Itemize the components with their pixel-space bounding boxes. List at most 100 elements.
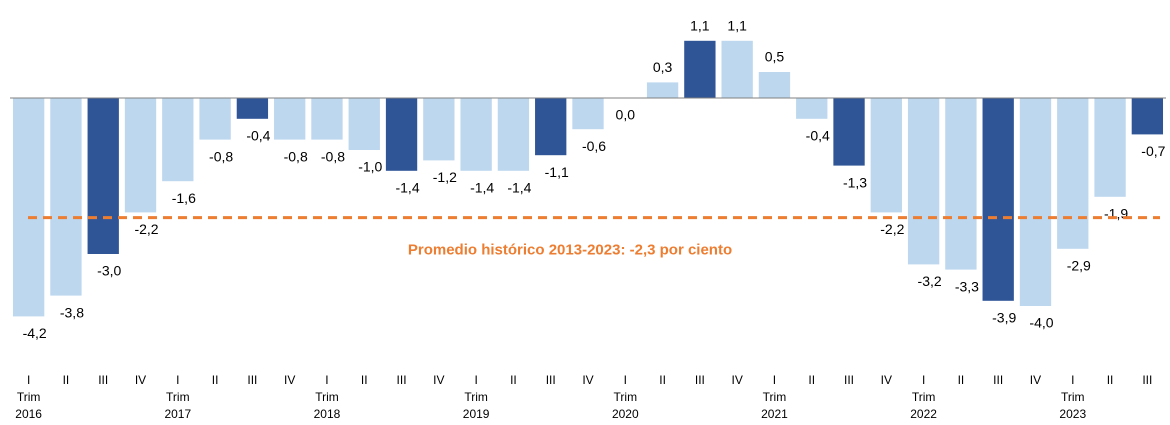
x-tick-label: I: [1071, 373, 1074, 387]
bar: [162, 98, 194, 182]
x-tick-label: I: [624, 373, 627, 387]
data-label: -0,4: [806, 128, 830, 144]
data-label: -1,4: [470, 180, 494, 196]
reference-label: Promedio histórico 2013-2023: -2,3 por c…: [408, 242, 732, 259]
data-label: 0,3: [653, 59, 673, 75]
data-label: -1,4: [507, 180, 531, 196]
x-tick-label: IV: [881, 373, 892, 387]
data-label: -1,0: [358, 159, 382, 175]
bar: [758, 72, 791, 98]
x-tick-label: IV: [1030, 373, 1041, 387]
bar: [982, 98, 1014, 301]
x-tick-label: I: [922, 373, 925, 387]
x-tick-label: II: [659, 373, 666, 387]
x-tick-label: IV: [582, 373, 593, 387]
bar: [236, 98, 269, 119]
data-label: -0,8: [321, 148, 345, 164]
bar: [50, 98, 82, 296]
data-label: -3,0: [97, 263, 121, 279]
data-label: 1,1: [727, 18, 747, 34]
bar: [646, 82, 679, 98]
x-tick-label: II: [510, 373, 517, 387]
x-tick-label: II: [958, 373, 965, 387]
group-label: Trim: [614, 390, 638, 404]
x-tick-label: III: [98, 373, 108, 387]
data-label: -2,9: [1067, 258, 1091, 274]
x-tick-label: I: [773, 373, 776, 387]
group-year: 2017: [164, 407, 191, 421]
group-label: Trim: [912, 390, 936, 404]
bar: [833, 98, 865, 166]
data-label: -3,8: [60, 304, 84, 320]
data-label: -1,2: [433, 169, 457, 185]
data-label: -3,3: [955, 278, 979, 294]
data-label: -0,4: [246, 128, 270, 144]
x-tick-label: II: [808, 373, 815, 387]
data-label: 1,1: [690, 18, 710, 34]
data-label: -4,2: [23, 325, 47, 341]
data-label: -1,4: [395, 180, 419, 196]
data-label: -1,3: [843, 174, 867, 190]
x-tick-label: II: [1107, 373, 1114, 387]
x-tick-label: II: [212, 373, 219, 387]
group-year: 2019: [463, 407, 490, 421]
data-label: -0,7: [1141, 143, 1165, 159]
data-label: -2,2: [134, 221, 158, 237]
bar: [870, 98, 902, 213]
bar: [274, 98, 306, 140]
x-tick-label: III: [397, 373, 407, 387]
bar: [796, 98, 828, 119]
x-tick-label: I: [27, 373, 30, 387]
x-tick-label: III: [1142, 373, 1152, 387]
data-label: -3,9: [992, 310, 1016, 326]
data-label: -1,1: [545, 164, 569, 180]
group-label: Trim: [166, 390, 190, 404]
x-tick-label: III: [993, 373, 1003, 387]
x-tick-label: III: [844, 373, 854, 387]
group-label: Trim: [763, 390, 787, 404]
bar: [87, 98, 119, 254]
bar: [1131, 98, 1164, 135]
data-label: -1,6: [172, 190, 196, 206]
bar: [721, 40, 753, 98]
x-tick-label: IV: [731, 373, 742, 387]
bar: [572, 98, 604, 130]
group-year: 2018: [314, 407, 341, 421]
group-year: 2023: [1059, 407, 1086, 421]
x-tick-label: IV: [135, 373, 146, 387]
bar: [945, 98, 977, 270]
group-year: 2016: [15, 407, 42, 421]
bar: [199, 98, 231, 140]
data-label: -2,2: [880, 221, 904, 237]
bar: [1094, 98, 1126, 197]
group-label: Trim: [17, 390, 41, 404]
data-label: -1,9: [1104, 206, 1128, 222]
group-label: Trim: [1061, 390, 1085, 404]
bar: [497, 98, 530, 171]
bar: [385, 98, 418, 171]
x-tick-label: IV: [284, 373, 295, 387]
x-tick-label: IV: [433, 373, 444, 387]
bar: [311, 98, 343, 140]
data-label: -4,0: [1029, 315, 1053, 331]
group-year: 2020: [612, 407, 639, 421]
x-tick-label: III: [247, 373, 257, 387]
bar: [124, 98, 157, 213]
x-tick-label: I: [325, 373, 328, 387]
bar: [1019, 98, 1052, 306]
bar: [535, 98, 567, 156]
x-tick-label: I: [176, 373, 179, 387]
bar: [684, 40, 716, 98]
group-year: 2022: [910, 407, 937, 421]
x-tick-label: I: [474, 373, 477, 387]
x-tick-label: III: [546, 373, 556, 387]
bar: [348, 98, 380, 150]
data-label: 0,0: [616, 107, 636, 123]
data-label: 0,5: [765, 49, 785, 65]
x-tick-label: II: [63, 373, 70, 387]
x-tick-label: II: [361, 373, 368, 387]
bar: [12, 98, 45, 317]
bar: [907, 98, 940, 265]
